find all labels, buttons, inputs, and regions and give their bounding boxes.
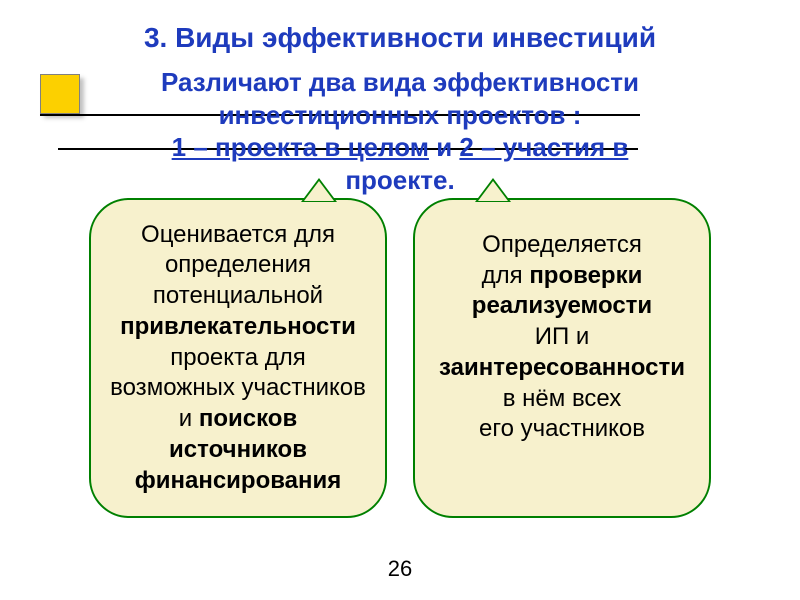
callout-right-line: для проверки [482, 261, 643, 292]
callout-right-l2a: для [482, 262, 530, 289]
subtitle-block: Различают два вида эффективности инвести… [0, 66, 800, 196]
callout-left-line: и поисков [179, 404, 297, 435]
callout-row: Оценивается для определения потенциально… [0, 198, 800, 518]
callout-left-l7b: поисков [199, 405, 297, 432]
subtitle-line4: проекте. [40, 164, 760, 197]
subtitle-line1: Различают два вида эффективности [40, 66, 760, 99]
callout-left: Оценивается для определения потенциально… [89, 198, 387, 518]
pointer-icon [475, 178, 511, 202]
callout-right-line: ИП и [535, 322, 590, 353]
callout-right-line: заинтересованности [439, 353, 685, 384]
callout-left-line: возможных участников [110, 373, 366, 404]
subtitle-line3-mid: и [429, 132, 459, 162]
callout-right: Определяется для проверки реализуемости … [413, 198, 711, 518]
callout-right-line: его участников [479, 414, 645, 445]
pointer-icon [301, 178, 337, 202]
callout-left-line: проекта для [170, 343, 306, 374]
callout-right-l2b: проверки [529, 262, 642, 289]
subtitle-line3-b: 2 – участия в [459, 132, 628, 162]
subtitle-text: Различают два вида эффективности инвести… [40, 66, 760, 196]
page-number: 26 [0, 556, 800, 582]
callout-right-line: в нём всех [503, 384, 622, 415]
slide-title: 3. Виды эффективности инвестиций [0, 0, 800, 54]
callout-right-line: Определяется [482, 230, 642, 261]
subtitle-line3-a: 1 – проекта в целом [172, 132, 429, 162]
subtitle-line4-text: проекте. [345, 165, 454, 195]
callout-left-line: привлекательности [120, 312, 356, 343]
subtitle-line2: инвестиционных проектов : [40, 99, 760, 132]
callout-right-line: реализуемости [472, 291, 652, 322]
callout-left-line: финансирования [135, 466, 342, 497]
callout-left-line: источников [169, 435, 307, 466]
callout-left-line: Оценивается для [141, 220, 335, 251]
callout-left-line: определения [165, 250, 311, 281]
callout-left-line: потенциальной [153, 281, 323, 312]
callout-left-l7a: и [179, 405, 199, 432]
subtitle-line3: 1 – проекта в целом и 2 – участия в [40, 131, 760, 164]
